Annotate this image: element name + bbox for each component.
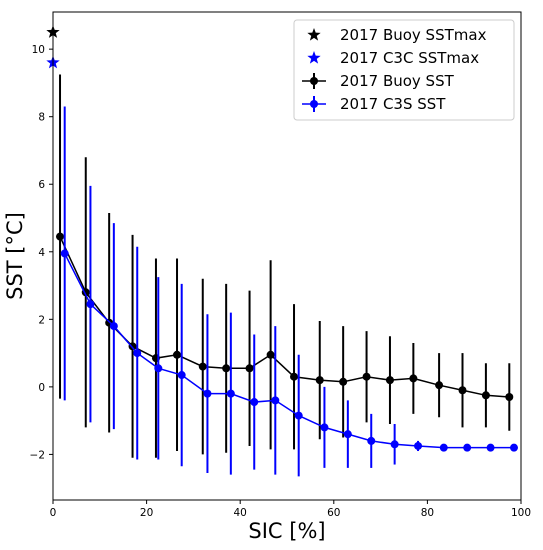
legend-item: 2017 Buoy SST — [302, 72, 455, 90]
y-tick-label: 2 — [38, 314, 45, 326]
x-tick-label: 40 — [234, 507, 247, 519]
data-point — [109, 322, 118, 331]
data-point — [203, 389, 212, 398]
data-point — [339, 377, 348, 386]
data-point — [320, 423, 329, 432]
legend-box — [293, 19, 515, 121]
data-point — [290, 372, 299, 381]
legend-label: 2017 C3C SSTmax — [340, 49, 479, 67]
data-point — [315, 376, 324, 385]
legend: 2017 Buoy SSTmax 2017 C3C SSTmax 2017 Buoy… — [293, 19, 515, 121]
data-point — [435, 381, 444, 390]
y-tick-label: 0 — [38, 382, 45, 394]
y-tick-label: 6 — [38, 179, 45, 191]
data-point — [266, 350, 275, 359]
data-point — [343, 430, 352, 439]
x-tick-label: 0 — [50, 507, 57, 519]
data-point — [409, 374, 418, 383]
y-tick-label: 10 — [32, 44, 45, 56]
legend-item: 2017 Buoy SSTmax — [307, 26, 487, 44]
data-point — [505, 392, 514, 401]
x-tick-label: 60 — [327, 507, 340, 519]
x-tick-label: 100 — [511, 507, 531, 519]
plot-frame — [52, 11, 522, 501]
data-point — [463, 443, 472, 452]
data-point — [481, 391, 490, 400]
data-point — [177, 371, 186, 380]
data-point — [385, 376, 394, 385]
legend-label: 2017 C3S SST — [340, 95, 446, 113]
data-point — [509, 443, 518, 452]
data-point — [250, 398, 259, 407]
legend-item: 2017 C3S SST — [302, 95, 446, 113]
data-point — [390, 440, 399, 449]
legend-label: 2017 Buoy SSTmax — [340, 26, 487, 44]
legend-label: 2017 Buoy SST — [340, 72, 455, 90]
x-axis-label: SIC [%] — [248, 519, 325, 543]
y-axis-label: SST [°C] — [3, 212, 27, 300]
data-point — [245, 364, 254, 373]
series-line — [59, 236, 510, 398]
plot-layer — [46, 25, 518, 477]
data-point — [173, 350, 182, 359]
data-point — [222, 364, 231, 373]
legend-item: 2017 C3C SSTmax — [307, 49, 479, 67]
data-point — [486, 443, 495, 452]
y-tick-label: 4 — [38, 247, 45, 259]
data-point — [198, 362, 207, 371]
data-point — [414, 441, 423, 450]
data-point — [367, 436, 376, 445]
data-point — [362, 372, 371, 381]
y-tick-label: −2 — [30, 449, 45, 461]
legend-star-marker — [307, 51, 321, 64]
data-point — [439, 443, 448, 452]
data-point — [226, 389, 235, 398]
data-point — [56, 232, 65, 241]
data-point — [133, 349, 142, 358]
data-point — [154, 364, 163, 373]
data-point — [271, 396, 280, 405]
series-line — [64, 253, 514, 449]
axes-layer: 0 20 40 60 80 100 −2 0 2 4 6 8 10 — [30, 44, 532, 519]
x-tick-label: 20 — [140, 507, 153, 519]
data-point — [294, 411, 303, 420]
series-2 — [56, 74, 514, 458]
legend-star-marker — [307, 28, 321, 41]
data-point — [458, 386, 467, 395]
series-3 — [60, 106, 518, 477]
legend-marker — [310, 100, 318, 108]
data-point — [86, 300, 95, 309]
y-tick-label: 8 — [38, 112, 45, 124]
legend-marker — [310, 77, 318, 85]
x-tick-label: 80 — [421, 507, 434, 519]
data-point — [60, 249, 69, 258]
